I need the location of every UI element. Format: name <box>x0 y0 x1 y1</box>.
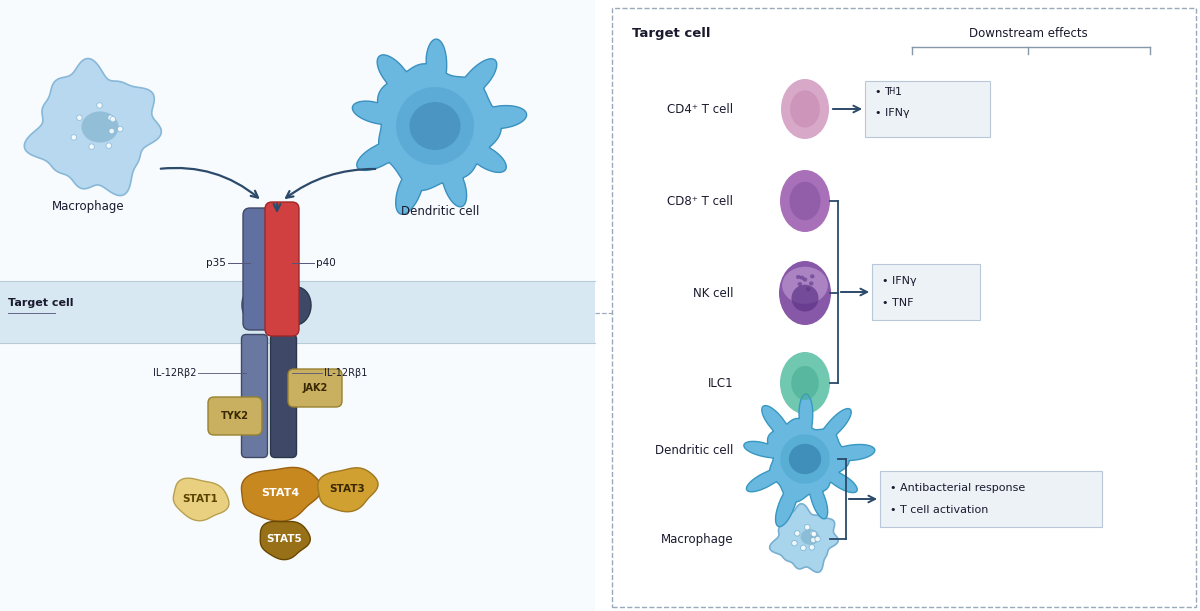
Ellipse shape <box>815 536 821 542</box>
FancyArrowPatch shape <box>161 168 258 197</box>
Ellipse shape <box>281 287 311 325</box>
Text: NK cell: NK cell <box>692 287 733 299</box>
FancyBboxPatch shape <box>865 81 990 137</box>
Polygon shape <box>260 521 311 560</box>
Ellipse shape <box>108 115 113 120</box>
Text: Target cell: Target cell <box>632 26 710 40</box>
Ellipse shape <box>792 541 797 546</box>
Ellipse shape <box>780 352 830 414</box>
Text: STAT4: STAT4 <box>260 488 299 498</box>
Ellipse shape <box>809 281 814 285</box>
FancyBboxPatch shape <box>241 334 268 458</box>
Ellipse shape <box>109 128 114 134</box>
Text: IL-12Rβ1: IL-12Rβ1 <box>324 368 367 378</box>
Text: • Antibacterial response: • Antibacterial response <box>890 483 1025 493</box>
Ellipse shape <box>804 524 810 530</box>
Text: • IFNγ: • IFNγ <box>882 276 917 286</box>
Text: • T: • T <box>875 87 892 97</box>
Text: H: H <box>888 87 895 96</box>
Bar <box>0 281 595 343</box>
FancyBboxPatch shape <box>244 208 276 330</box>
Ellipse shape <box>803 277 808 282</box>
Bar <box>0 0 595 611</box>
Ellipse shape <box>82 111 119 142</box>
Ellipse shape <box>782 267 828 304</box>
Ellipse shape <box>800 529 820 545</box>
Ellipse shape <box>810 530 816 536</box>
Polygon shape <box>744 394 875 527</box>
Ellipse shape <box>77 115 83 120</box>
Text: Dendritic cell: Dendritic cell <box>655 444 733 458</box>
Ellipse shape <box>409 102 461 150</box>
Text: p40: p40 <box>316 258 336 268</box>
Ellipse shape <box>799 276 804 280</box>
Ellipse shape <box>810 274 815 279</box>
Ellipse shape <box>806 287 810 291</box>
Text: p35: p35 <box>206 258 226 268</box>
Text: CD4⁺ T cell: CD4⁺ T cell <box>667 103 733 115</box>
Text: Macrophage: Macrophage <box>660 533 733 546</box>
Ellipse shape <box>796 275 800 279</box>
Text: CD8⁺ T cell: CD8⁺ T cell <box>667 194 733 208</box>
Text: STAT5: STAT5 <box>266 534 302 544</box>
Ellipse shape <box>810 537 816 543</box>
Polygon shape <box>241 467 322 521</box>
Text: STAT3: STAT3 <box>329 484 365 494</box>
Text: Macrophage: Macrophage <box>52 200 125 213</box>
Ellipse shape <box>118 126 122 132</box>
Ellipse shape <box>809 544 815 550</box>
Ellipse shape <box>780 170 830 232</box>
Text: TYK2: TYK2 <box>221 411 250 421</box>
Ellipse shape <box>788 444 821 474</box>
Polygon shape <box>769 504 838 573</box>
Ellipse shape <box>794 530 800 536</box>
FancyBboxPatch shape <box>288 369 342 407</box>
Polygon shape <box>353 39 527 214</box>
Ellipse shape <box>798 282 802 286</box>
Text: STAT1: STAT1 <box>182 494 218 504</box>
Ellipse shape <box>779 261 832 325</box>
Polygon shape <box>173 478 229 521</box>
Ellipse shape <box>780 434 829 484</box>
Ellipse shape <box>242 286 274 326</box>
FancyBboxPatch shape <box>880 471 1102 527</box>
Ellipse shape <box>790 90 820 128</box>
Bar <box>612 8 1196 607</box>
Ellipse shape <box>781 79 829 139</box>
Polygon shape <box>24 59 161 196</box>
Ellipse shape <box>71 134 77 140</box>
Ellipse shape <box>790 182 821 220</box>
Ellipse shape <box>800 545 806 551</box>
Text: ILC1: ILC1 <box>707 376 733 389</box>
Ellipse shape <box>97 103 102 108</box>
Text: IL-12Rβ2: IL-12Rβ2 <box>152 368 196 378</box>
Text: 1: 1 <box>894 87 901 97</box>
Text: • TNF: • TNF <box>882 298 913 308</box>
Ellipse shape <box>792 285 818 312</box>
FancyBboxPatch shape <box>872 264 980 320</box>
FancyBboxPatch shape <box>265 202 299 336</box>
Text: • T cell activation: • T cell activation <box>890 505 989 515</box>
FancyArrowPatch shape <box>286 169 376 198</box>
Ellipse shape <box>89 144 95 150</box>
Ellipse shape <box>110 117 115 122</box>
Ellipse shape <box>791 366 818 400</box>
Ellipse shape <box>396 87 474 165</box>
Text: Dendritic cell: Dendritic cell <box>401 205 479 218</box>
FancyBboxPatch shape <box>208 397 262 435</box>
FancyBboxPatch shape <box>270 334 296 458</box>
Polygon shape <box>318 468 378 512</box>
Text: JAK2: JAK2 <box>302 383 328 393</box>
Text: • IFNγ: • IFNγ <box>875 108 910 118</box>
Ellipse shape <box>106 143 112 148</box>
Ellipse shape <box>811 532 817 537</box>
Text: Downstream effects: Downstream effects <box>968 26 1087 40</box>
Text: Target cell: Target cell <box>8 298 73 308</box>
